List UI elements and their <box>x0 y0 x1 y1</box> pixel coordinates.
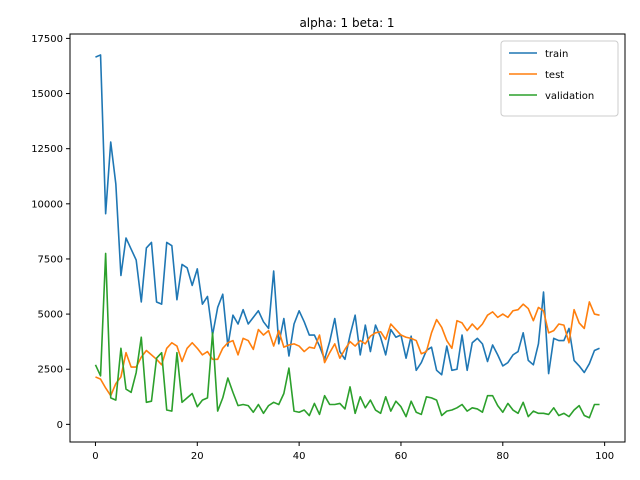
series-line-test <box>95 301 600 397</box>
y-tick-label: 2500 <box>38 365 63 376</box>
y-tick-label: 7500 <box>38 254 63 265</box>
series-group <box>94 54 600 419</box>
plot-frame <box>69 33 626 443</box>
y-tick-label: 5000 <box>38 310 63 321</box>
legend-label-train: train <box>545 49 568 60</box>
x-tick-label: 0 <box>92 451 98 462</box>
legend-box <box>500 40 619 117</box>
series-line-train <box>95 54 600 376</box>
legend-label-validation: validation <box>545 91 594 102</box>
x-tick-label: 60 <box>395 451 408 462</box>
y-tick-label: 10000 <box>31 199 63 210</box>
chart-title: alpha: 1 beta: 1 <box>299 16 394 30</box>
axis-ticks: 0 20 40 60 80 100 0 2500 5000 7500 10000 12500 15000… <box>31 34 614 462</box>
y-tick-label: 15000 <box>31 89 63 100</box>
legend: train test validation <box>500 40 619 117</box>
series-line-validation <box>94 252 600 419</box>
legend-label-test: test <box>545 70 564 81</box>
x-tick-label: 40 <box>293 451 306 462</box>
x-tick-label: 20 <box>191 451 204 462</box>
x-tick-label: 100 <box>595 451 614 462</box>
y-tick-label: 12500 <box>31 144 63 155</box>
y-tick-label: 17500 <box>31 34 63 45</box>
y-tick-label: 0 <box>57 420 63 431</box>
x-tick-label: 80 <box>496 451 509 462</box>
